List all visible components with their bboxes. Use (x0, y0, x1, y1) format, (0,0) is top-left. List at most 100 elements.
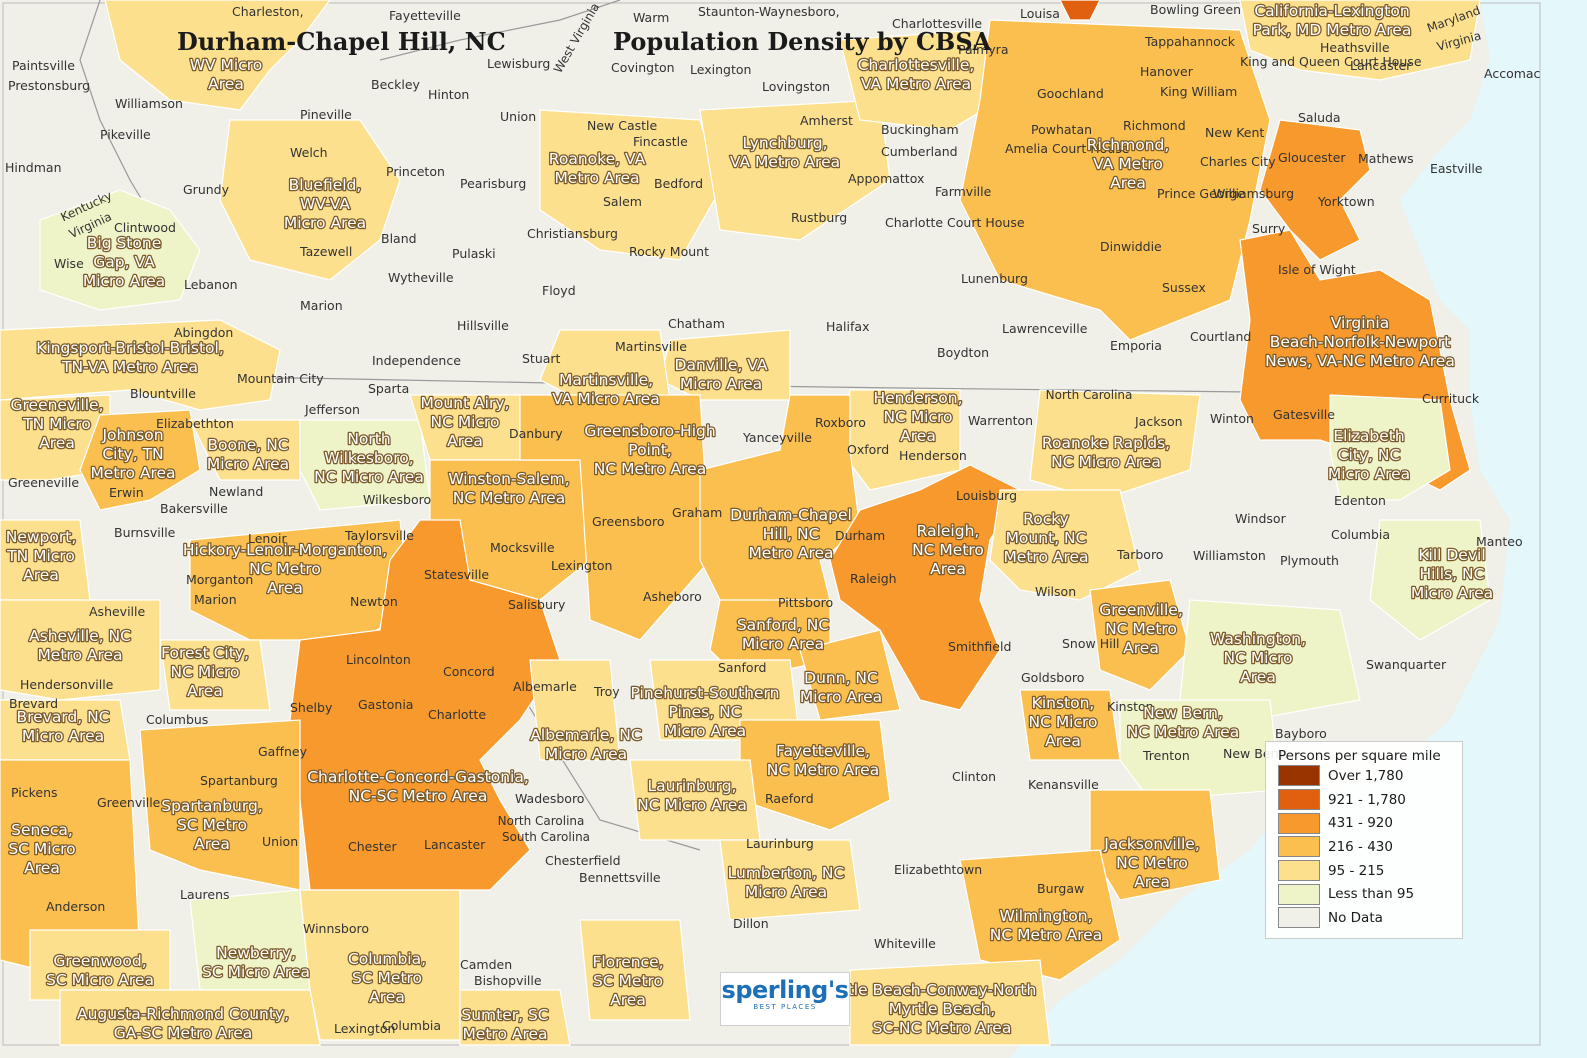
city-label: Chesterfield (545, 853, 621, 868)
region-lynchburg[interactable] (699, 99, 891, 241)
region-spartanburg[interactable] (139, 719, 301, 891)
city-label: Albemarle (513, 679, 577, 694)
region-wilmington[interactable] (959, 849, 1121, 981)
city-label: Emporia (1110, 338, 1162, 353)
region-label: North Wilkesboro, NC Micro Area (314, 430, 424, 486)
region-kill-devil-hills[interactable] (1369, 519, 1491, 641)
city-label: Eastville (1430, 161, 1483, 176)
region-greensboro[interactable] (519, 394, 711, 641)
city-label: Appomattox (848, 171, 924, 186)
city-label: King William (1160, 84, 1237, 99)
region-label: California-Lexington Park, MD Metro Area (1253, 2, 1412, 39)
region-dark-top[interactable] (1059, 0, 1101, 21)
city-label: Shelby (290, 700, 333, 715)
region-new-bern[interactable] (1119, 699, 1281, 801)
region-dunn[interactable] (799, 629, 901, 721)
region-greenville-nc[interactable] (1089, 579, 1191, 691)
region-california-lexington[interactable] (1239, 0, 1481, 81)
city-label: Statesville (424, 567, 489, 582)
legend-item: 431 - 920 (1278, 811, 1462, 835)
region-label: Raleigh, NC Metro Area (912, 522, 984, 578)
region-label: WV Micro Area (190, 56, 263, 93)
region-rocky-mount[interactable] (989, 489, 1141, 601)
city-label: Burgaw (1037, 881, 1084, 896)
region-greeneville[interactable] (0, 394, 111, 481)
region-columbia[interactable] (299, 889, 461, 1041)
region-label: Forest City, NC Micro Area (161, 644, 249, 700)
region-sumter[interactable] (459, 989, 571, 1046)
city-label: New Kent (1205, 125, 1264, 140)
region-jacksonville[interactable] (1089, 789, 1221, 901)
region-lumberton[interactable] (719, 839, 861, 921)
region-big-stone-gap[interactable] (39, 189, 201, 311)
region-label: Charlotte-Concord-Gastonia, NC-SC Metro A… (307, 768, 529, 805)
city-label: Manteo (1476, 534, 1523, 549)
city-label: Bedford (654, 176, 703, 191)
city-label: Christiansburg (527, 226, 618, 241)
city-label: Prestonsburg (8, 78, 90, 93)
city-label: Sussex (1162, 280, 1206, 295)
city-label: Williamston (1193, 548, 1266, 563)
city-label: Abingdon (174, 325, 233, 340)
region-myrtle-beach[interactable] (849, 959, 1051, 1046)
region-virginia-beach-north[interactable] (1259, 119, 1371, 261)
region-washington-nc[interactable] (1179, 599, 1361, 721)
region-label: New Bern, NC Metro Area (1127, 704, 1239, 741)
city-label: Gatesville (1273, 407, 1335, 422)
city-label: Charlottesville (892, 16, 982, 31)
region-kingsport[interactable] (0, 319, 281, 411)
city-label: Columbia (382, 1018, 441, 1033)
legend-label: Over 1,780 (1328, 767, 1404, 784)
city-label: Durham (835, 528, 885, 543)
city-label: Fayetteville (389, 8, 461, 23)
region-label: Martinsville, VA Micro Area (552, 371, 659, 408)
region-florence[interactable] (579, 919, 691, 1021)
cbsa-regions (0, 0, 1491, 1046)
city-label: Pulaski (452, 246, 496, 261)
city-label: Sparta (368, 381, 409, 396)
region-label: Roanoke, VA Metro Area (549, 150, 646, 187)
region-roanoke[interactable] (539, 109, 721, 261)
city-label: Surry (1252, 221, 1286, 236)
region-label: Albemarle, NC Micro Area (530, 726, 641, 763)
region-forest-city[interactable] (159, 639, 271, 711)
sperlings-logo: sperling's BEST PLACES (720, 972, 850, 1026)
region-boone[interactable] (189, 419, 301, 481)
region-raleigh[interactable] (829, 464, 1021, 711)
region-roanoke-rapids[interactable] (1029, 389, 1201, 501)
region-label: Rocky Mount, NC Metro Area (1003, 510, 1088, 566)
legend-rows: Over 1,780 921 - 1,780 431 - 920 216 - 430 9… (1266, 764, 1462, 930)
city-label: Beckley (371, 77, 421, 92)
logo-main: sperling's (721, 976, 849, 1004)
region-johnson-city[interactable] (79, 409, 201, 511)
region-augusta[interactable] (59, 989, 321, 1046)
region-bluefield[interactable] (219, 119, 401, 281)
region-north-wilkesboro[interactable] (299, 419, 431, 511)
region-label: Bluefield, WV-VA Micro Area (284, 176, 366, 232)
region-charlotte[interactable] (289, 519, 561, 891)
region-label: Sumter, SC Metro Area (461, 1006, 548, 1043)
region-label: Augusta-Richmond County, GA-SC Metro Area (77, 1005, 289, 1042)
legend-label: 216 - 430 (1328, 838, 1393, 855)
city-label: Winton (1210, 411, 1254, 426)
city-label: Dinwiddie (1100, 239, 1162, 254)
city-label: Tarboro (1116, 547, 1163, 562)
region-albemarle[interactable] (529, 659, 621, 761)
region-elizabeth-city[interactable] (1329, 394, 1451, 501)
city-label: Tazewell (299, 244, 352, 259)
city-label: Pearisburg (460, 176, 526, 191)
city-label: Asheboro (643, 589, 702, 604)
city-label: Amherst (800, 113, 853, 128)
region-label: Winston-Salem, NC Metro Area (448, 470, 569, 507)
city-label: Princeton (386, 164, 445, 179)
region-label: Washington, NC Micro Area (1210, 630, 1306, 686)
region-asheville[interactable] (0, 599, 161, 701)
region-charlottesville[interactable] (839, 29, 1001, 131)
city-labels: Charleston, Fayetteville Warm Staunton-Wayn… (5, 2, 1541, 1036)
region-richmond[interactable] (959, 19, 1271, 341)
region-wv-micro[interactable] (104, 0, 331, 111)
city-label: Rustburg (791, 210, 847, 225)
city-label: Laurens (180, 887, 230, 902)
city-label: Wilson (1035, 584, 1076, 599)
city-label: Greenville (97, 795, 161, 810)
